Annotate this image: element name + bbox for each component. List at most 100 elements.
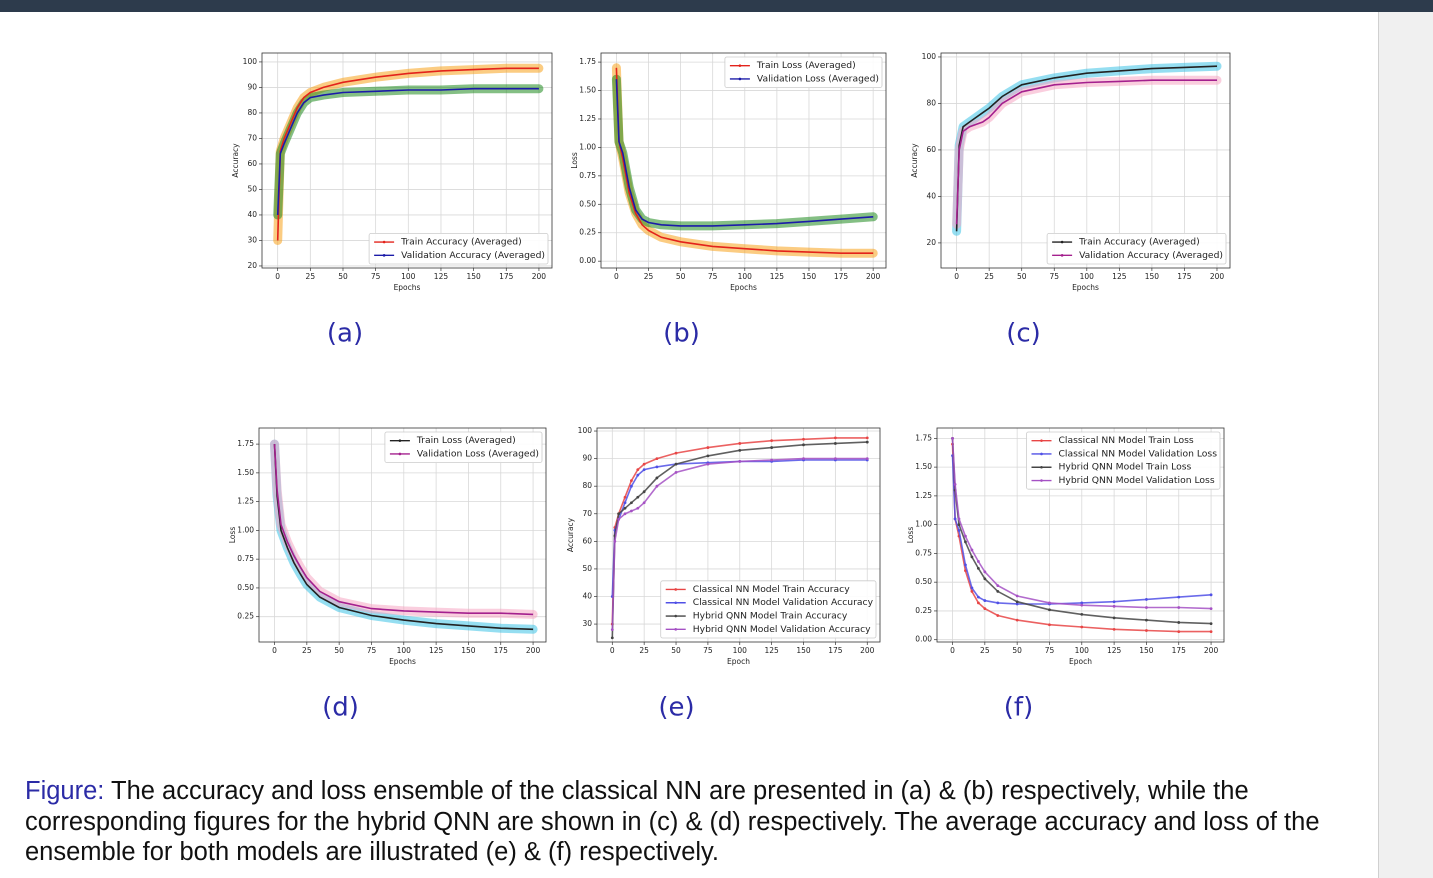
series-marker [674,462,678,466]
y-tick-label: 1.00 [915,520,932,529]
series-marker [970,555,974,559]
x-tick-label: 175 [1177,272,1192,281]
series-marker [636,468,640,472]
x-tick-label: 175 [499,272,514,281]
series-marker [1209,593,1213,597]
series-marker [865,436,869,440]
legend-swatch-marker [398,439,402,442]
y-tick-label: 40 [582,591,592,600]
series-marker [738,448,742,452]
x-tick-label: 200 [1210,272,1225,281]
y-tick-label: 0.50 [579,199,596,208]
series-marker [623,501,627,505]
x-tick-label: 200 [1204,646,1219,655]
series-marker [1015,602,1019,606]
series-marker [636,473,640,477]
series-marker [623,512,627,516]
x-tick-label: 100 [733,646,748,655]
x-tick-label: 50 [1017,272,1027,281]
legend-label: Validation Accuracy (Averaged) [1079,250,1223,261]
series-marker [610,636,614,640]
y-tick-label: 30 [247,235,257,244]
series-marker [1177,595,1181,599]
legend-label: Validation Loss (Averaged) [417,448,539,459]
series-marker [983,607,987,611]
legend-swatch-marker [674,614,678,618]
legend-item: Validation Accuracy (Averaged) [374,250,545,261]
y-tick-label: 1.75 [579,57,596,66]
y-tick-label: 1.25 [915,491,932,500]
x-axis-label: Epochs [1072,283,1099,292]
y-tick-label: 1.25 [579,114,596,123]
legend-item: Train Loss (Averaged) [389,435,516,446]
x-tick-label: 100 [401,272,416,281]
series-line [273,444,534,631]
legend: Train Accuracy (Averaged) Validation Accu… [1046,233,1227,265]
series-marker [738,442,742,445]
series-marker [630,509,633,513]
series-marker [1112,604,1116,608]
caption-label: Figure: [25,777,105,805]
y-tick-label: 0.00 [915,635,932,644]
legend-label: Classical NN Model Train Accuracy [693,584,851,595]
series-marker [833,436,837,440]
series-marker [623,495,627,499]
legend-swatch-marker [1060,254,1064,257]
series-marker [1209,622,1213,625]
plot-frame [261,52,553,269]
legend-item: Classical NN Model Validation Accuracy [665,597,874,608]
legend-swatch-marker [674,628,678,631]
legend-item: Hybrid QNN Model Train Accuracy [665,611,848,622]
series-marker [996,584,1000,588]
legend-label: Classical NN Model Validation Accuracy [693,597,874,608]
x-tick-label: 125 [1112,272,1127,281]
legend-swatch-marker [398,452,402,456]
legend-item: Train Accuracy (Averaged) [1052,237,1200,248]
series-marker [617,517,621,521]
y-tick-label: 90 [582,454,592,463]
y-tick-label: 60 [247,159,257,168]
x-tick-label: 75 [371,272,381,281]
x-tick-label: 50 [671,646,681,655]
series-marker [630,479,633,483]
x-tick-label: 200 [860,646,875,655]
viewer-toolbar [0,0,1433,12]
x-tick-label: 100 [397,646,412,655]
legend-label: Train Accuracy (Averaged) [1078,237,1200,248]
legend-label: Classical NN Model Validation Loss [1059,448,1218,459]
legend-item: Validation Loss (Averaged) [389,448,539,459]
legend-swatch-marker [1040,479,1043,482]
series-marker [1048,608,1051,612]
y-tick-label: 0.00 [579,256,596,265]
legend-label: Classical NN Model Train Loss [1059,435,1194,446]
series-marker [833,457,837,461]
y-tick-label: 60 [926,145,936,154]
y-tick-label: 80 [247,108,257,117]
legend-label: Hybrid QNN Model Validation Accuracy [693,624,871,635]
subfigure-caption: (f) [1004,693,1033,723]
legend-label: Validation Loss (Averaged) [757,73,879,84]
series-marker [951,436,954,440]
x-tick-label: 0 [610,646,615,655]
y-tick-label: 100 [243,57,258,66]
x-tick-label: 125 [434,272,449,281]
series-marker [953,482,957,486]
viewer-scrollbar [1378,12,1433,878]
series-marker [996,601,1000,605]
x-tick-label: 75 [703,646,713,655]
legend-label: Hybrid QNN Model Train Accuracy [693,611,848,622]
y-tick-label: 30 [582,619,592,628]
series-marker [1015,600,1019,604]
series-marker [802,437,805,441]
legend-swatch-marker [1060,240,1064,244]
series-marker [970,589,974,593]
subfigure-caption: (e) [658,693,694,723]
legend-item: Validation Accuracy (Averaged) [1052,250,1223,261]
legend-box [368,233,549,265]
series-marker [674,451,678,455]
legend-swatch-marker [1040,465,1043,469]
series-marker [953,517,957,521]
x-axis-label: Epochs [730,283,757,292]
y-axis-label: Accuracy [566,517,575,552]
